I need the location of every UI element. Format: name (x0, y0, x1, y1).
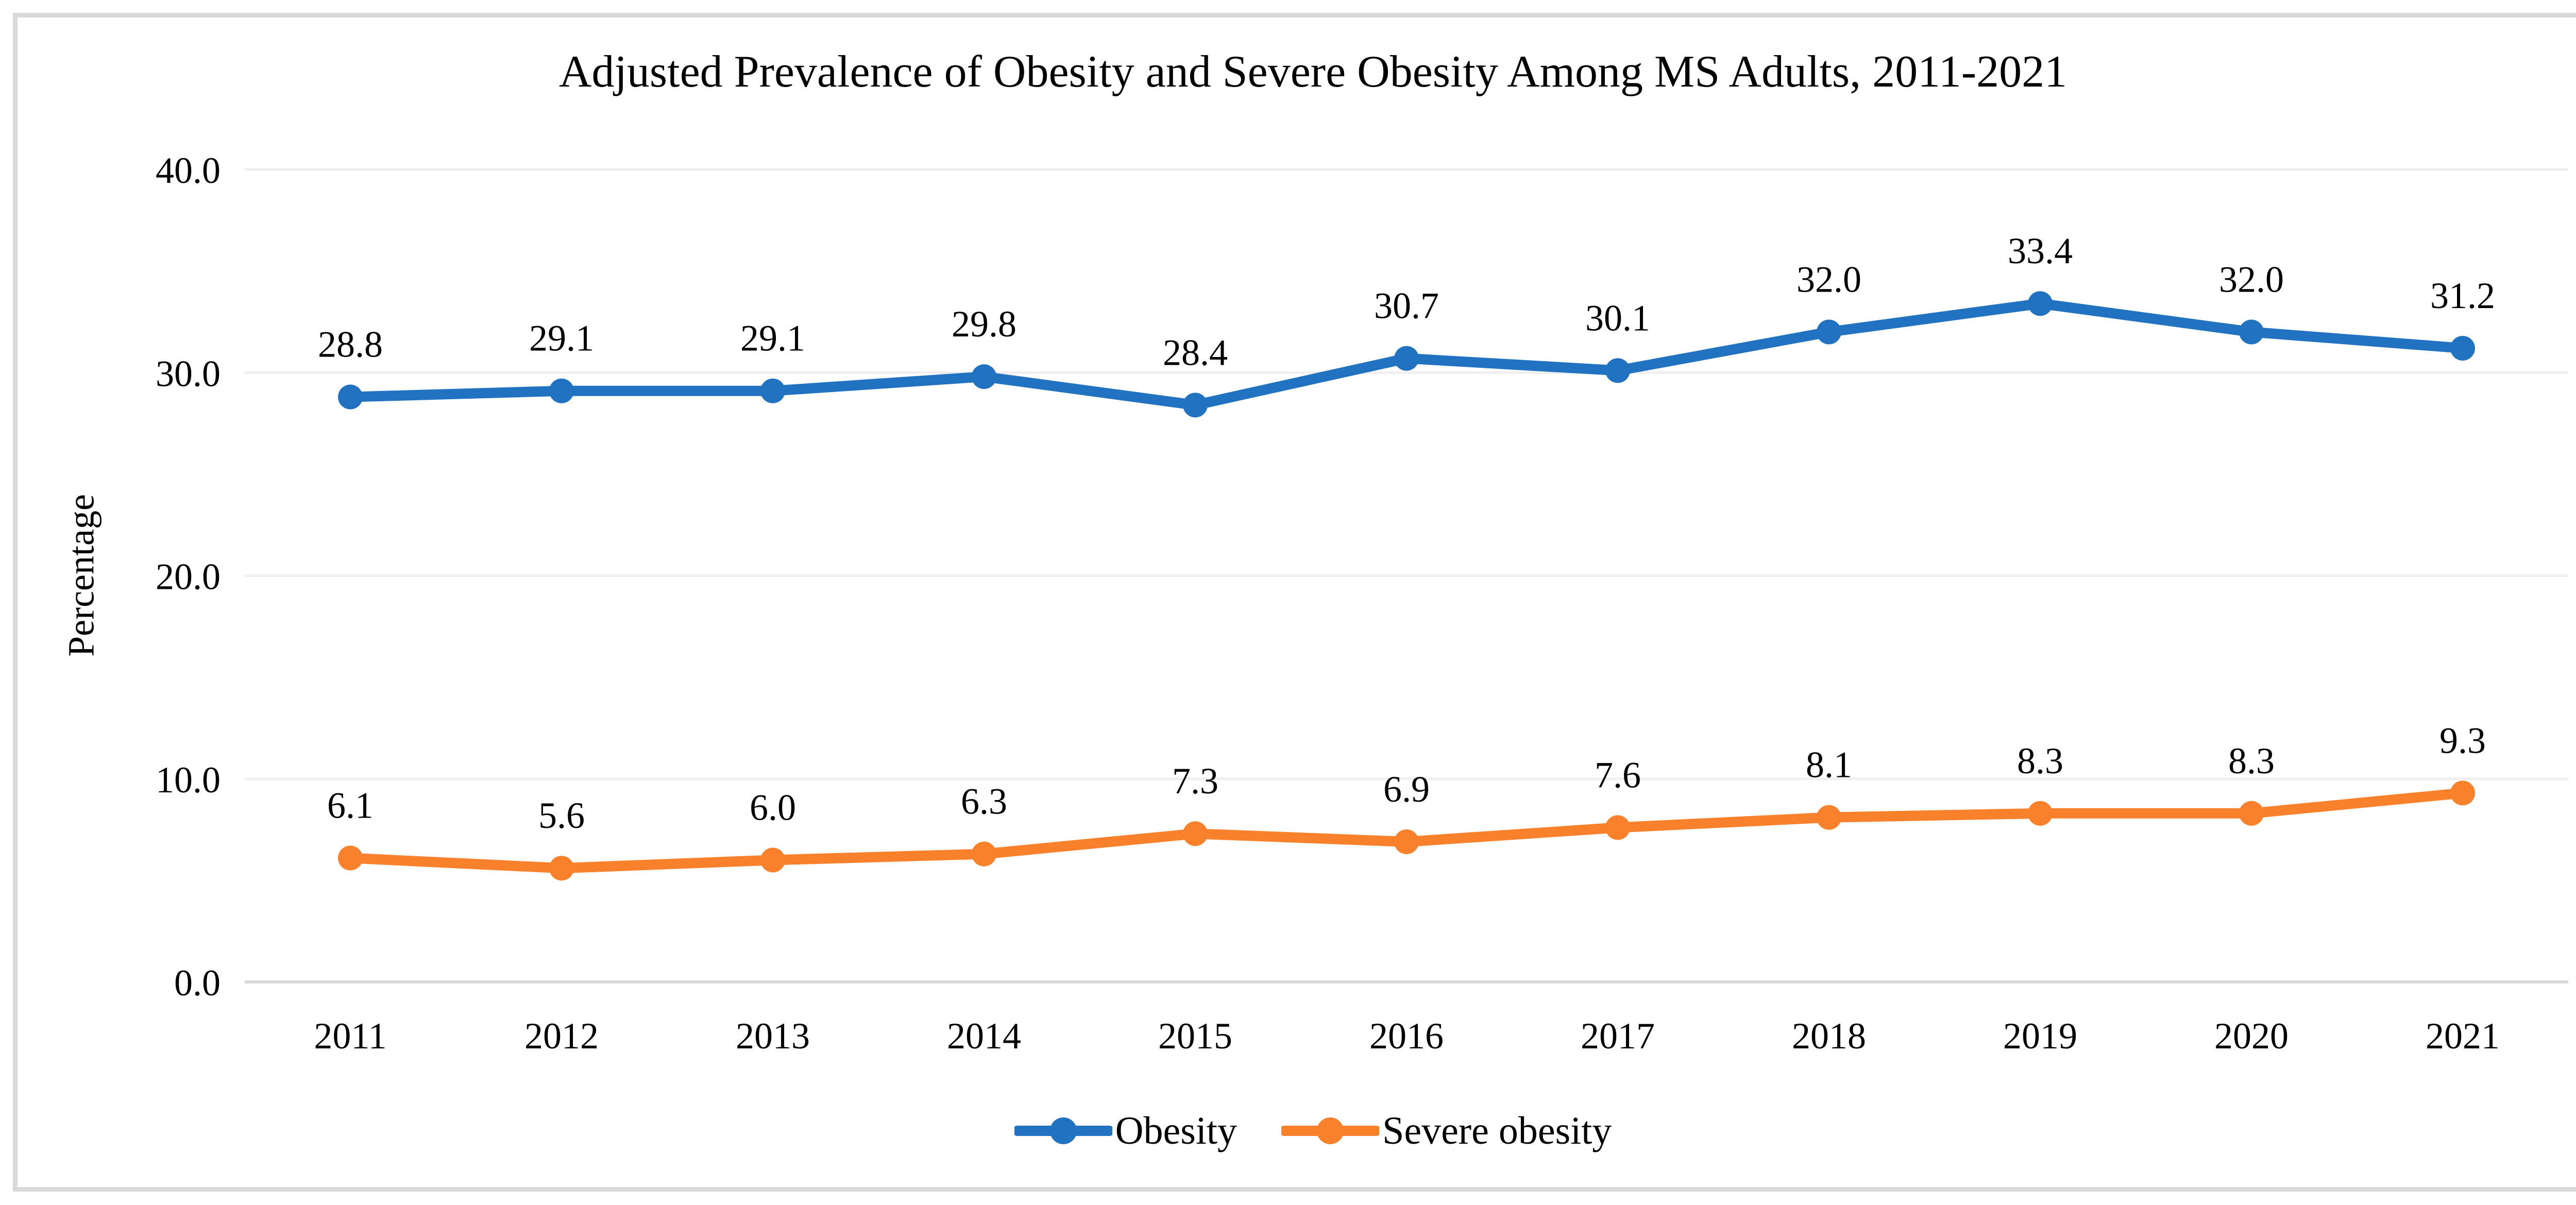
point-obesity-2021 (2450, 335, 2475, 361)
data-label-severe-obesity-2011: 6.1 (327, 785, 374, 826)
point-obesity-2015 (1183, 393, 1208, 418)
chart-title: Adjusted Prevalence of Obesity and Sever… (558, 47, 2067, 97)
legend-label-severe-obesity: Severe obesity (1382, 1109, 1612, 1152)
point-severe-obesity-2017 (1605, 815, 1630, 840)
data-label-obesity-2012: 29.1 (529, 318, 594, 359)
point-severe-obesity-2020 (2239, 801, 2264, 826)
data-label-severe-obesity-2012: 5.6 (538, 795, 585, 836)
obesity-line-marker-icon (1014, 1117, 1112, 1144)
data-label-obesity-2018: 32.0 (1797, 259, 1861, 300)
point-severe-obesity-2013 (760, 847, 785, 873)
data-label-severe-obesity-2020: 8.3 (2228, 740, 2275, 782)
x-tick-label-2020: 2020 (2214, 1015, 2289, 1057)
point-severe-obesity-2015 (1183, 821, 1208, 846)
data-label-severe-obesity-2018: 8.1 (1806, 744, 1852, 786)
x-tick-label-2013: 2013 (736, 1015, 810, 1057)
legend-label-obesity: Obesity (1115, 1109, 1238, 1152)
data-label-obesity-2014: 29.8 (952, 303, 1016, 345)
point-severe-obesity-2011 (338, 845, 363, 871)
data-label-obesity-2013: 29.1 (740, 318, 805, 359)
point-obesity-2018 (1817, 319, 1841, 345)
y-tick-label-0.0: 0.0 (174, 962, 221, 1004)
data-label-obesity-2019: 33.4 (2008, 230, 2073, 271)
x-tick-label-2012: 2012 (524, 1015, 599, 1057)
y-tick-label-20.0: 20.0 (156, 556, 221, 598)
y-tick-label-30.0: 30.0 (156, 353, 221, 394)
data-label-obesity-2017: 30.1 (1585, 297, 1650, 338)
data-label-severe-obesity-2017: 7.6 (1595, 754, 1641, 795)
point-obesity-2019 (2028, 291, 2053, 316)
point-severe-obesity-2021 (2450, 780, 2475, 806)
data-label-severe-obesity-2015: 7.3 (1172, 760, 1218, 802)
legend-item-obesity: Obesity (1014, 1102, 1237, 1159)
data-label-severe-obesity-2021: 9.3 (2439, 720, 2486, 761)
point-severe-obesity-2018 (1817, 805, 1841, 830)
data-label-obesity-2015: 28.4 (1163, 332, 1228, 373)
point-obesity-2014 (972, 364, 996, 389)
obesity-legend-dot (1049, 1117, 1077, 1144)
x-tick-label-2021: 2021 (2426, 1015, 2500, 1057)
point-obesity-2017 (1605, 358, 1630, 383)
legend-item-severe-obesity: Severe obesity (1281, 1102, 1612, 1159)
x-tick-label-2011: 2011 (314, 1015, 386, 1057)
point-obesity-2012 (549, 378, 574, 403)
point-obesity-2016 (1394, 346, 1419, 371)
legend: Obesity Severe obesity (0, 1102, 2576, 1159)
data-label-severe-obesity-2016: 6.9 (1383, 769, 1430, 810)
data-label-severe-obesity-2019: 8.3 (2017, 740, 2063, 782)
x-tick-label-2018: 2018 (1792, 1015, 1866, 1057)
point-obesity-2011 (338, 384, 363, 410)
data-label-obesity-2011: 28.8 (318, 324, 383, 365)
data-label-severe-obesity-2014: 6.3 (961, 781, 1007, 822)
data-label-obesity-2020: 32.0 (2219, 259, 2284, 300)
data-label-obesity-2021: 31.2 (2430, 275, 2495, 316)
point-severe-obesity-2019 (2028, 801, 2053, 826)
severe-obesity-legend-dot (1317, 1117, 1344, 1144)
data-label-severe-obesity-2013: 6.0 (750, 787, 796, 828)
point-obesity-2020 (2239, 319, 2264, 345)
x-tick-label-2017: 2017 (1581, 1015, 1655, 1057)
point-severe-obesity-2016 (1394, 829, 1419, 854)
x-tick-label-2014: 2014 (947, 1015, 1021, 1057)
x-tick-label-2015: 2015 (1158, 1015, 1232, 1057)
x-tick-label-2019: 2019 (2003, 1015, 2077, 1057)
x-tick-label-2016: 2016 (1369, 1015, 1444, 1057)
point-severe-obesity-2014 (972, 841, 996, 867)
data-label-obesity-2016: 30.7 (1374, 285, 1439, 327)
point-severe-obesity-2012 (549, 856, 574, 881)
severe-obesity-line-marker-icon (1281, 1117, 1380, 1144)
y-tick-label-40.0: 40.0 (156, 150, 221, 191)
y-tick-label-10.0: 10.0 (156, 759, 221, 801)
point-obesity-2013 (760, 378, 785, 403)
